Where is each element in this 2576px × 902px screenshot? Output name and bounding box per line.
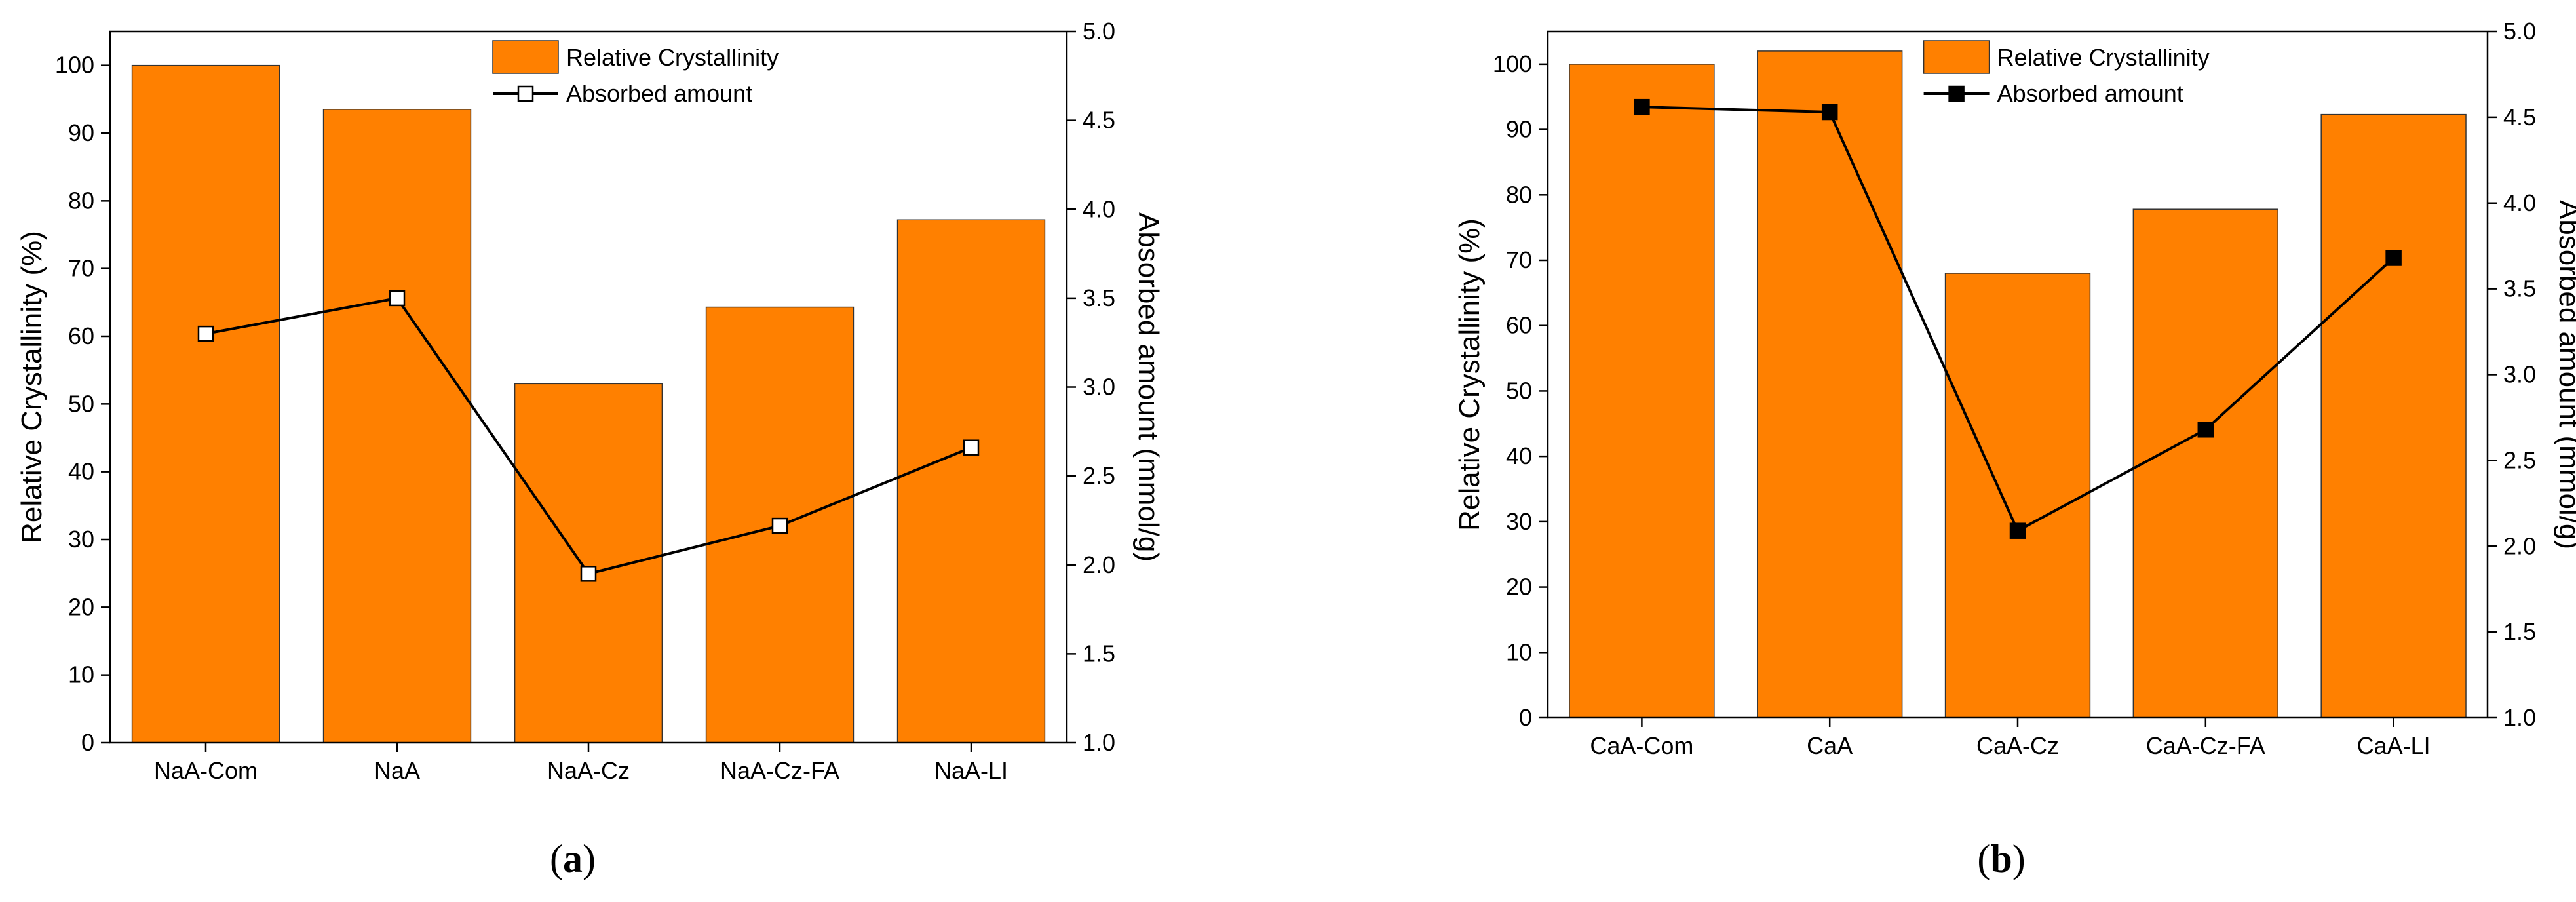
right-tick-label: 3.5 [1083, 284, 1115, 311]
data-point [963, 439, 980, 456]
right-tick-label: 4.0 [1083, 195, 1115, 222]
bar [514, 383, 663, 743]
left-tick-label: 30 [1506, 508, 1532, 535]
left-tick-label: 90 [1506, 116, 1532, 143]
left-axis-title: Relative Crystallinity (%) [16, 231, 48, 543]
right-tick-label: 1.0 [2503, 704, 2536, 731]
right-tick-label: 2.0 [1083, 551, 1115, 578]
left-tick-label: 100 [55, 52, 94, 79]
panel-label: (a) [550, 837, 596, 880]
right-tick-label: 2.0 [2503, 532, 2536, 559]
right-tick-label: 2.5 [1083, 462, 1115, 489]
legend-label: Absorbed amount [1997, 80, 2183, 107]
left-tick-label: 100 [1493, 50, 1532, 77]
data-point [771, 517, 788, 534]
left-tick-label: 50 [1506, 377, 1532, 404]
panel-b: 0 10 20 30 40 50 60 70 80 90 100 1.0 1.5 2.0 2.5 3.0 3.5… [1453, 18, 2576, 880]
bar [2132, 208, 2278, 718]
bar [1757, 50, 1903, 718]
left-tick-label: 50 [68, 390, 94, 417]
left-tick-label: 70 [1506, 246, 1532, 273]
right-tick-label: 2.5 [2503, 446, 2536, 473]
legend-marker-swatch [517, 85, 534, 102]
x-tick-label: NaA-Cz-FA [720, 757, 839, 784]
left-tick-label: 0 [81, 729, 94, 756]
x-tick-label: CaA-Cz [1976, 732, 2059, 759]
data-point [197, 325, 214, 342]
x-tick-label: NaA-Cz [547, 757, 630, 784]
left-tick-label: 20 [68, 593, 94, 620]
legend-label: Relative Crystallinity [1997, 44, 2210, 71]
right-tick-label: 1.5 [2503, 618, 2536, 645]
right-tick-label: 1.5 [1083, 640, 1115, 667]
bar [322, 109, 472, 743]
legend-bar-swatch [492, 40, 559, 74]
left-tick-label: 80 [1506, 181, 1532, 208]
left-tick-label: 0 [1519, 704, 1532, 731]
right-tick-label: 4.5 [1083, 107, 1115, 134]
left-tick-label: 40 [1506, 442, 1532, 469]
panel-label: (b) [1977, 837, 2025, 880]
left-tick-label: 60 [68, 323, 94, 349]
left-tick-label: 30 [68, 526, 94, 553]
x-tick-label: CaA-Com [1590, 732, 1693, 759]
x-tick-label: CaA [1807, 732, 1853, 759]
left-tick-label: 20 [1506, 574, 1532, 600]
data-point [2009, 522, 2026, 539]
data-point [389, 290, 406, 307]
left-tick-label: 60 [1506, 312, 1532, 339]
bar [1569, 64, 1715, 718]
data-point [2197, 422, 2214, 438]
right-tick-label: 3.0 [1083, 374, 1115, 401]
legend-label: Relative Crystallinity [566, 44, 779, 71]
left-tick-label: 10 [1506, 638, 1532, 665]
bar [1944, 273, 2091, 718]
data-point [1634, 98, 1650, 115]
panel-letter: b [1990, 837, 2012, 880]
left-tick-label: 80 [68, 187, 94, 214]
left-tick-label: 40 [68, 458, 94, 485]
right-tick-label: 4.5 [2503, 104, 2536, 130]
data-point [2385, 250, 2402, 266]
legend-label: Absorbed amount [566, 80, 752, 107]
legend-bar-swatch [1923, 40, 1990, 74]
right-tick-label: 3.5 [2503, 275, 2536, 302]
data-point [580, 566, 597, 582]
x-tick-label: NaA [374, 757, 420, 784]
panel-a: 0 10 20 30 40 50 60 70 80 90 100 1.0 1.5 2.0 2.5 3.0 3.5… [16, 18, 1164, 880]
x-tick-label: CaA-Cz-FA [2146, 732, 2265, 759]
bar [131, 64, 280, 743]
bar [2320, 113, 2467, 718]
right-axis-title: Absorbed amount (mmol/g) [2553, 200, 2576, 549]
panel-letter: a [563, 837, 583, 880]
x-tick-label: NaA-Com [154, 757, 258, 784]
right-tick-label: 5.0 [1083, 18, 1115, 45]
right-tick-label: 1.0 [1083, 729, 1115, 756]
left-tick-label: 90 [68, 119, 94, 146]
x-tick-label: CaA-LI [2357, 732, 2431, 759]
right-tick-label: 4.0 [2503, 189, 2536, 216]
left-axis-title: Relative Crystallinity (%) [1453, 218, 1486, 531]
left-tick-label: 10 [68, 661, 94, 688]
x-tick-label: NaA-LI [934, 757, 1008, 784]
bar [896, 219, 1046, 743]
right-tick-label: 5.0 [2503, 18, 2536, 45]
right-tick-label: 3.0 [2503, 361, 2536, 388]
right-axis-title: Absorbed amount (mmol/g) [1132, 212, 1164, 562]
data-point [1821, 104, 1838, 121]
left-tick-label: 70 [68, 255, 94, 282]
legend-marker-swatch [1948, 85, 1965, 102]
